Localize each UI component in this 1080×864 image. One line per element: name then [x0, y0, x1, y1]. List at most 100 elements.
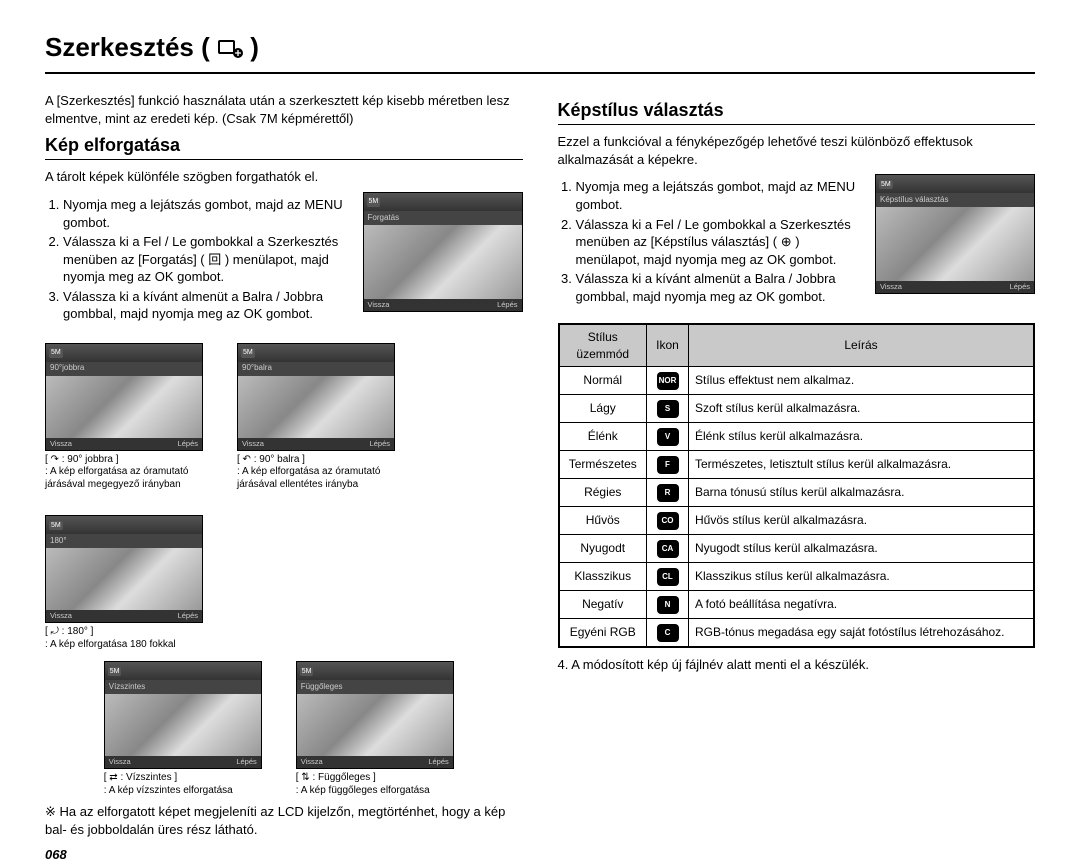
- table-row: Negatív N A fotó beállítása negatívra.: [559, 590, 1035, 618]
- cell-icon: CA: [647, 534, 689, 562]
- cell-icon: V: [647, 422, 689, 450]
- rotate-thumbs-row2: 5MVízszintesVisszaLépés [ ⇄ : Vízszintes …: [45, 661, 523, 797]
- cell-mode: Lágy: [559, 394, 647, 422]
- th-desc: Leírás: [689, 324, 1035, 366]
- page-title: Szerkesztés ( ): [45, 30, 1035, 74]
- rotate-step-1: Nyomja meg a lejátszás gombot, majd az M…: [63, 196, 353, 231]
- style-step-3: Válassza ki a kívánt almenüt a Balra / J…: [576, 270, 866, 305]
- cell-icon: CL: [647, 562, 689, 590]
- style-icon: V: [657, 428, 679, 446]
- style-icon: R: [657, 484, 679, 502]
- table-row: Régies R Barna tónusú stílus kerül alkalma…: [559, 478, 1035, 506]
- cell-mode: Természetes: [559, 450, 647, 478]
- thumb-item: 5MVízszintesVisszaLépés [ ⇄ : Vízszintes …: [104, 661, 272, 797]
- thumb-caption: [ ↷ : 90° jobbra ]: A kép elforgatása az…: [45, 454, 213, 492]
- screen-tab: 5M: [879, 180, 893, 189]
- style-icon: CL: [657, 568, 679, 586]
- thumb-caption: [ ↶ : 90° balra ]: A kép elforgatása az …: [237, 454, 405, 492]
- table-row: TermészetesFTermészetes, letisztult stíl…: [559, 450, 1035, 478]
- screen-back: Vissza: [368, 300, 390, 310]
- thumb-caption: [ ⇅ : Függőleges ]: A kép függőleges elf…: [296, 772, 464, 797]
- style-steps: Nyomja meg a lejátszás gombot, majd az M…: [558, 178, 866, 307]
- rotate-step-2: Válassza ki a Fel / Le gombokkal a Szerk…: [63, 233, 353, 286]
- style-icon: CO: [657, 512, 679, 530]
- thumb-screen: 5M90°balraVisszaLépés: [237, 343, 395, 451]
- cell-mode: Nyugodt: [559, 534, 647, 562]
- style-icon: C: [657, 624, 679, 642]
- style-sub: Ezzel a funkcióval a fényképezőgép lehet…: [558, 133, 1036, 168]
- screen-back: Vissza: [880, 282, 902, 292]
- cell-icon: NOR: [647, 366, 689, 394]
- table-row: Normál NOR Stílus effektust nem alkalmaz.: [559, 366, 1035, 394]
- title-text: Szerkesztés (: [45, 32, 210, 62]
- cell-mode: Egyéni RGB: [559, 618, 647, 647]
- table-row: Élénk V Élénk stílus kerül alkalmazásra.: [559, 422, 1035, 450]
- screen-step: Lépés: [1010, 282, 1030, 292]
- intro-text: A [Szerkesztés] funkció használata után …: [45, 92, 523, 127]
- th-mode: Stílus üzemmód: [559, 324, 647, 366]
- thumb-item: 5MFüggőlegesVisszaLépés [ ⇅ : Függőleges …: [296, 661, 464, 797]
- cell-desc: A fotó beállítása negatívra.: [689, 590, 1035, 618]
- table-row: Klasszikus CL Klasszikus stílus kerül alka…: [559, 562, 1035, 590]
- thumb-item: 5M180°VisszaLépés [ ⤾ : 180° ]: A kép elf…: [45, 515, 213, 651]
- style-icon: CA: [657, 540, 679, 558]
- style-after: 4. A módosított kép új fájlnév alatt men…: [558, 656, 1036, 674]
- table-row: Lágy S Szoft stílus kerül alkalmazásra.: [559, 394, 1035, 422]
- cell-mode: Régies: [559, 478, 647, 506]
- cell-mode: Klasszikus: [559, 562, 647, 590]
- table-row: Nyugodt CA Nyugodt stílus kerül alkalmazás…: [559, 534, 1035, 562]
- rotate-main-screen: 5M Forgatás Vissza Lépés: [363, 192, 523, 312]
- screen-step: Lépés: [497, 300, 517, 310]
- page-number: 068: [45, 846, 523, 864]
- cell-desc: Klasszikus stílus kerül alkalmazásra.: [689, 562, 1035, 590]
- thumb-item: 5M90°balraVisszaLépés[ ↶ : 90° balra ]: …: [237, 343, 405, 492]
- cell-desc: Stílus effektust nem alkalmaz.: [689, 366, 1035, 394]
- cell-desc: Hűvös stílus kerül alkalmazásra.: [689, 506, 1035, 534]
- cell-mode: Élénk: [559, 422, 647, 450]
- thumb-screen: 5M180°VisszaLépés: [45, 515, 203, 623]
- cell-icon: F: [647, 450, 689, 478]
- thumb-caption: [ ⇄ : Vízszintes ]: A kép vízszintes elf…: [104, 772, 272, 797]
- cell-icon: R: [647, 478, 689, 506]
- style-icon: S: [657, 400, 679, 418]
- rotate-steps: Nyomja meg a lejátszás gombot, majd az M…: [45, 196, 353, 325]
- thumb-screen: 5M90°jobbraVisszaLépés: [45, 343, 203, 451]
- cell-icon: N: [647, 590, 689, 618]
- cell-desc: Szoft stílus kerül alkalmazásra.: [689, 394, 1035, 422]
- cell-icon: C: [647, 618, 689, 647]
- style-icon: NOR: [657, 372, 679, 390]
- style-step-2: Válassza ki a Fel / Le gombokkal a Szerk…: [576, 216, 866, 269]
- table-row: Egyéni RGB C RGB-tónus megadása egy saját …: [559, 618, 1035, 647]
- thumb-caption: [ ⤾ : 180° ]: A kép elforgatása 180 fokk…: [45, 626, 213, 651]
- edit-icon: [217, 33, 243, 68]
- rotate-thumbs-row1: 5M90°jobbraVisszaLépés[ ↷ : 90° jobbra ]…: [45, 343, 523, 652]
- th-icon: Ikon: [647, 324, 689, 366]
- table-row: HűvösCOHűvös stílus kerül alkalmazásra.: [559, 506, 1035, 534]
- left-column: A [Szerkesztés] funkció használata után …: [45, 92, 523, 864]
- thumb-item: 5M90°jobbraVisszaLépés[ ↷ : 90° jobbra ]…: [45, 343, 213, 492]
- style-icon: N: [657, 596, 679, 614]
- cell-mode: Negatív: [559, 590, 647, 618]
- section-rotate-title: Kép elforgatása: [45, 133, 523, 160]
- rotate-sub: A tárolt képek különféle szögben forgath…: [45, 168, 523, 186]
- cell-desc: Barna tónusú stílus kerül alkalmazásra.: [689, 478, 1035, 506]
- screen-menubar: Forgatás: [368, 213, 400, 224]
- rotate-note: ※ Ha az elforgatott képet megjeleníti az…: [45, 803, 523, 838]
- cell-mode: Normál: [559, 366, 647, 394]
- style-main-screen: 5M Képstílus választás Vissza Lépés: [875, 174, 1035, 294]
- thumb-screen: 5MVízszintesVisszaLépés: [104, 661, 262, 769]
- right-column: Képstílus választás Ezzel a funkcióval a…: [558, 92, 1036, 864]
- thumb-screen: 5MFüggőlegesVisszaLépés: [296, 661, 454, 769]
- style-icon: F: [657, 456, 679, 474]
- cell-desc: RGB-tónus megadása egy saját fotóstílus …: [689, 618, 1035, 647]
- title-close: ): [250, 32, 259, 62]
- style-step-1: Nyomja meg a lejátszás gombot, majd az M…: [576, 178, 866, 213]
- style-table: Stílus üzemmód Ikon Leírás Normál NOR Stíl…: [558, 323, 1036, 647]
- screen-tab: 5M: [367, 197, 381, 206]
- cell-icon: CO: [647, 506, 689, 534]
- rotate-step-3: Válassza ki a kívánt almenüt a Balra / J…: [63, 288, 353, 323]
- section-style-title: Képstílus választás: [558, 98, 1036, 125]
- cell-icon: S: [647, 394, 689, 422]
- cell-desc: Nyugodt stílus kerül alkalmazásra.: [689, 534, 1035, 562]
- cell-desc: Élénk stílus kerül alkalmazásra.: [689, 422, 1035, 450]
